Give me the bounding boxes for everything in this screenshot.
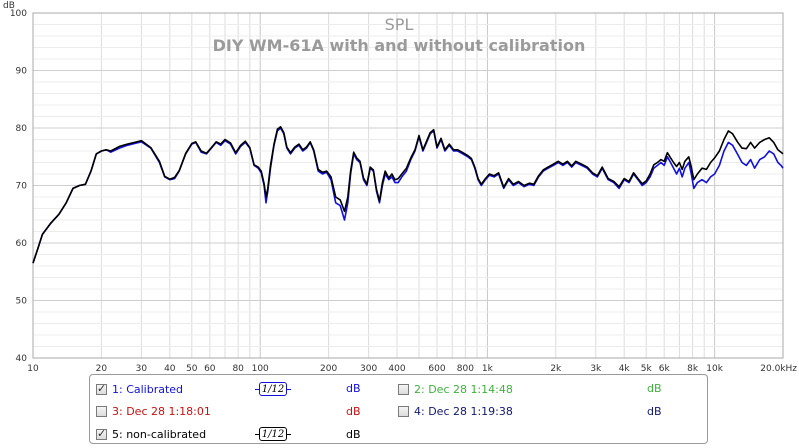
legend-item-non-calibrated[interactable]: 5: non-calibrated <box>96 424 206 444</box>
plot-frame <box>32 12 784 359</box>
x-tick-label: 20.0kHz <box>760 364 797 372</box>
x-tick-label: 4k <box>619 364 631 372</box>
legend-label-dec28-1: 2: Dec 28 1:14:48 <box>414 382 513 396</box>
series-lines <box>32 126 784 264</box>
x-tick-label: 100 <box>252 364 269 372</box>
y-tick-label: 60 <box>16 239 28 249</box>
unit-non-calibrated: dB <box>346 428 361 441</box>
x-tick-label: 6k <box>659 364 671 372</box>
x-tick-label: 800 <box>457 364 474 372</box>
x-tick-label: 600 <box>428 364 445 372</box>
x-tick-label: 10k <box>706 364 723 372</box>
unit-dec28-3: dB <box>647 405 662 418</box>
x-tick-label: 300 <box>360 364 377 372</box>
y-tick-label: 70 <box>16 182 28 192</box>
legend-label-calibrated: 1: Calibrated <box>112 382 184 396</box>
x-tick-label: 1k <box>482 364 494 372</box>
x-tick-label: 80 <box>232 364 244 372</box>
legend-item-dec28-2[interactable]: 3: Dec 28 1:18:01 <box>96 401 211 421</box>
unit-dec28-1: dB <box>647 382 662 395</box>
x-tick-label: 8k <box>687 364 699 372</box>
x-tick-label: 20 <box>96 364 108 372</box>
checkbox-calibrated[interactable] <box>96 382 107 395</box>
x-tick-label: 60 <box>204 364 216 372</box>
legend-label-dec28-3: 4: Dec 28 1:19:38 <box>414 404 513 418</box>
y-tick-label: 80 <box>16 124 28 134</box>
x-tick-label: 2k <box>550 364 562 372</box>
checkbox-non-calibrated[interactable] <box>96 427 107 440</box>
chart-subtitle: DIY WM-61A with and without calibration <box>213 36 586 55</box>
checkbox-dec28-3[interactable] <box>398 405 409 417</box>
x-tick-label: 3k <box>590 364 602 372</box>
grid-lines <box>33 13 783 358</box>
axis-tick-labels: 10 20 30 40 50 60 80 100 200 300 400 600 800 1k 2k 3k 4k… <box>10 9 797 372</box>
legend-panel: 1: Calibrated 1/12 dB 2: Dec 28 1:14:48 … <box>89 374 708 444</box>
x-tick-label: 200 <box>320 364 337 372</box>
chart-title: SPL <box>385 15 414 34</box>
spl-chart: 10 20 30 40 50 60 80 100 200 300 400 600 800 1k 2k 3k 4k… <box>3 1 797 372</box>
legend-label-non-calibrated: 5: non-calibrated <box>112 427 207 441</box>
x-tick-label: 40 <box>164 364 176 372</box>
x-tick-label: 5k <box>641 364 653 372</box>
legend-item-dec28-3[interactable]: 4: Dec 28 1:19:38 <box>398 401 513 421</box>
x-tick-label: 400 <box>388 364 405 372</box>
smoothing-badge-non-calibrated[interactable]: 1/12 <box>259 427 287 441</box>
unit-dec28-2: dB <box>346 405 361 418</box>
legend-item-calibrated[interactable]: 1: Calibrated <box>96 379 183 399</box>
y-tick-label: 90 <box>16 67 28 77</box>
y-tick-label: 40 <box>16 354 28 364</box>
y-tick-label: 50 <box>16 297 28 307</box>
smoothing-badge-calibrated[interactable]: 1/12 <box>259 382 287 396</box>
x-tick-label: 10 <box>27 364 39 372</box>
series-line-non-calibrated <box>32 126 784 264</box>
x-tick-label: 30 <box>136 364 148 372</box>
checkbox-dec28-1[interactable] <box>398 383 409 395</box>
legend-label-dec28-2: 3: Dec 28 1:18:01 <box>112 404 211 418</box>
checkbox-dec28-2[interactable] <box>96 405 107 417</box>
y-axis-unit: dB <box>3 1 15 11</box>
y-tick-label: 100 <box>10 9 27 19</box>
x-tick-label: 50 <box>186 364 198 372</box>
legend-item-dec28-1[interactable]: 2: Dec 28 1:14:48 <box>398 379 513 399</box>
unit-calibrated: dB <box>346 382 361 395</box>
